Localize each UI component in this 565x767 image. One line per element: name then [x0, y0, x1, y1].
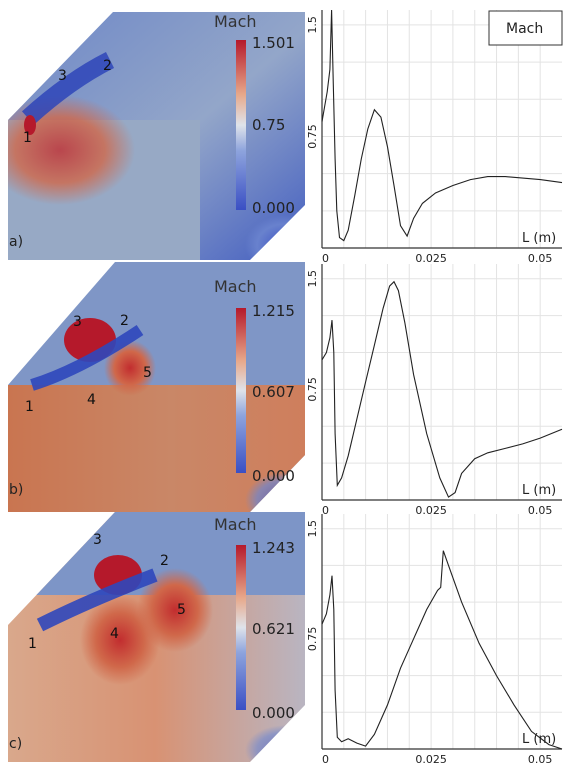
- mach-curve: [321, 550, 563, 750]
- x-tick-label: 0.05: [528, 252, 553, 265]
- panel-label: b): [9, 482, 23, 498]
- line-plot-a: 0 0.025 0.05 0.75 1.5 L (m): [306, 9, 563, 265]
- panel-label: c): [9, 736, 22, 752]
- hot-pocket-5: [137, 568, 213, 652]
- colorbar-tick-max: 1.215: [252, 302, 295, 320]
- panel-label: a): [9, 234, 23, 250]
- mach-curve: [321, 280, 563, 498]
- colorbar-tick-min: 0.000: [252, 199, 295, 217]
- expansion-band: [36, 568, 158, 632]
- x-axis-label: L (m): [522, 483, 556, 498]
- contour-panel-b: Mach 1.215 0.607 0.000 1 2 3 4 5 b): [8, 262, 305, 512]
- legend-label: Mach: [506, 21, 543, 37]
- y-tick-label: 0.75: [306, 124, 319, 149]
- marker-4: 4: [87, 392, 96, 408]
- contour-panel-a: Mach 1.501 0.75 0.000 1 2 3 a): [8, 12, 305, 260]
- colorbar-title: Mach: [214, 12, 257, 31]
- x-tick-label: 0.05: [528, 753, 553, 766]
- x-axis-label: L (m): [522, 231, 556, 246]
- mach-curve: [321, 9, 563, 242]
- colorbar-tick-min: 0.000: [252, 704, 295, 722]
- y-tick-label: 1.5: [306, 16, 319, 34]
- hot-pocket-5: [104, 340, 156, 396]
- leading-shock: [24, 115, 36, 135]
- y-tick-label: 0.75: [306, 377, 319, 402]
- colorbar-tick-max: 1.501: [252, 34, 295, 52]
- colorbar-tick-mid: 0.621: [252, 620, 295, 638]
- marker-5: 5: [143, 365, 152, 381]
- x-tick-label: 0: [322, 753, 329, 766]
- x-tick-label: 0.05: [528, 504, 553, 517]
- marker-3: 3: [58, 68, 67, 84]
- marker-5: 5: [177, 602, 186, 618]
- contour-panel-c: Mach 1.243 0.621 0.000 1 2 3 4 5 c): [8, 512, 305, 762]
- shock-region: [8, 95, 135, 205]
- colorbar-title: Mach: [214, 277, 257, 296]
- marker-1: 1: [23, 130, 32, 146]
- marker-2: 2: [120, 313, 129, 329]
- x-tick-label: 0.025: [415, 252, 447, 265]
- x-tick-label: 0.025: [415, 504, 447, 517]
- marker-1: 1: [25, 399, 34, 415]
- colorbar: [236, 308, 246, 473]
- colorbar: [236, 545, 246, 710]
- colorbar-tick-min: 0.000: [252, 467, 295, 485]
- expansion-band: [30, 325, 144, 391]
- expansion-band: [21, 51, 115, 125]
- colorbar-title: Mach: [214, 515, 257, 534]
- y-tick-label: 0.75: [306, 627, 319, 652]
- line-plot-b: 0 0.025 0.05 0.75 1.5 L (m): [306, 264, 563, 517]
- marker-3: 3: [93, 532, 102, 548]
- x-tick-label: 0: [322, 252, 329, 265]
- colorbar-tick-mid: 0.75: [252, 116, 285, 134]
- x-tick-label: 0: [322, 504, 329, 517]
- marker-4: 4: [110, 626, 119, 642]
- colorbar-tick-mid: 0.607: [252, 383, 295, 401]
- y-tick-label: 1.5: [306, 520, 319, 538]
- legend-box: [488, 10, 563, 46]
- marker-2: 2: [160, 553, 169, 569]
- marker-3: 3: [73, 314, 82, 330]
- colorbar: [236, 40, 246, 210]
- marker-2: 2: [103, 58, 112, 74]
- x-tick-label: 0.025: [415, 753, 447, 766]
- line-plot-c: 0 0.025 0.050.751.5L (m): [306, 514, 563, 766]
- marker-1: 1: [28, 636, 37, 652]
- y-tick-label: 1.5: [306, 270, 319, 288]
- colorbar-tick-max: 1.243: [252, 539, 295, 557]
- legend: Mach: [488, 10, 563, 46]
